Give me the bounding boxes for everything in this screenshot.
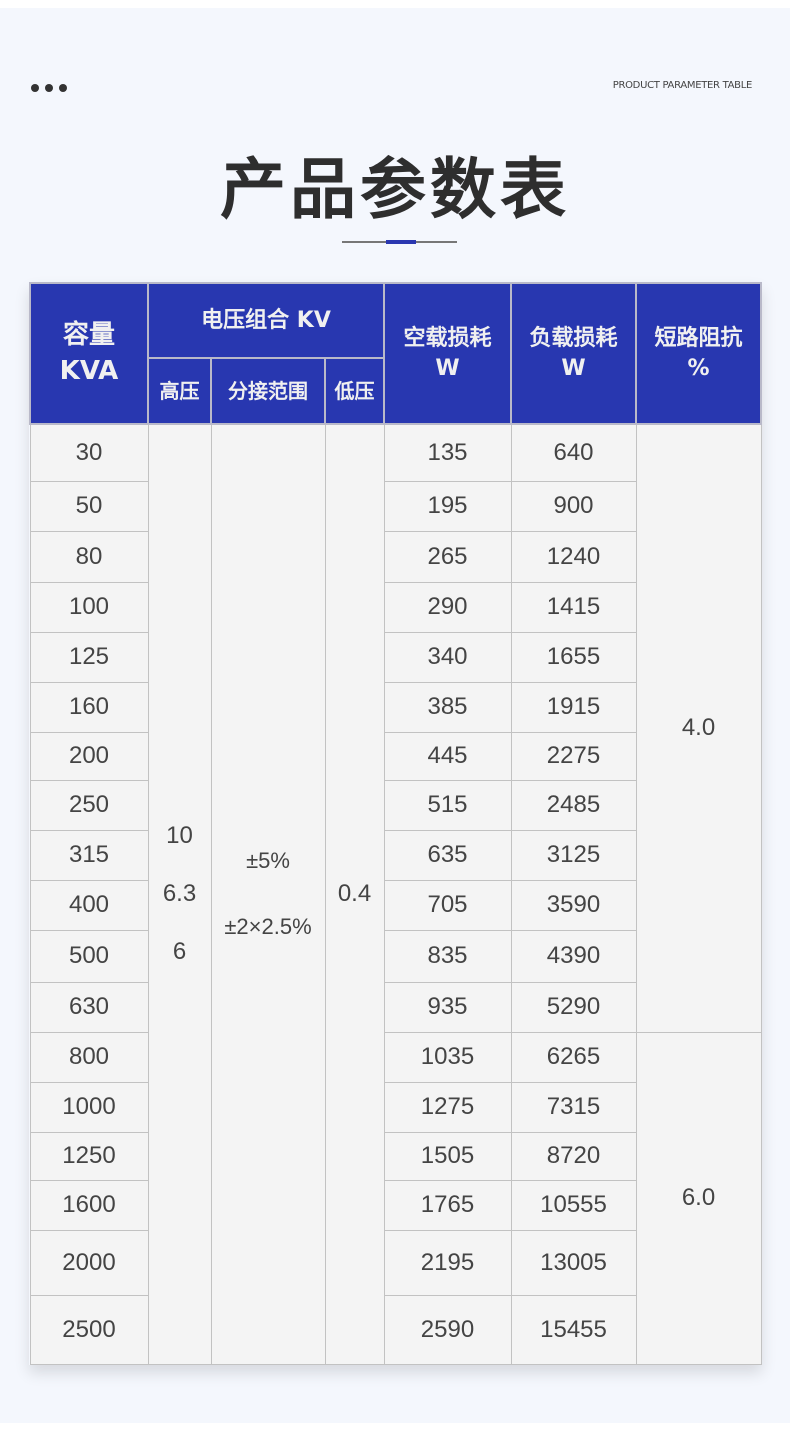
no-load-loss-cell: 1275 [383,1081,512,1133]
no-load-loss-cell: 135 [383,423,512,482]
load-loss-cell: 7315 [510,1081,637,1133]
table-row: 2000 2195 13005 [29,1229,761,1296]
header-high-voltage: 高压 [147,357,212,425]
load-loss-cell: 900 [510,480,637,532]
table-row: 125 340 1655 [29,631,761,683]
capacity-cell: 1250 [29,1131,149,1181]
table-row: 315 635 3125 [29,829,761,881]
no-load-loss-cell: 1035 [383,1031,512,1083]
capacity-cell: 125 [29,631,149,683]
table-row: 30 10 6.3 6 ±5% ±2×2.5% 0.4 135 640 4.0 [29,423,762,1365]
capacity-cell: 30 [29,423,149,482]
impedance-cell: 4.0 [635,423,762,1033]
header-no-load-loss: 空载损耗 W [383,282,512,425]
no-load-loss-cell: 290 [383,581,512,633]
table-row: 500 835 4390 [29,929,761,983]
load-loss-cell: 640 [510,423,637,482]
no-load-loss-cell: 2195 [383,1229,512,1296]
table-row: 250 515 2485 [29,779,761,831]
table-row: 800 1035 6265 6.0 [29,1031,762,1365]
high-voltage-value: 6.3 [162,880,197,908]
no-load-loss-cell: 635 [383,829,512,881]
high-voltage-value: 10 [166,822,193,850]
load-loss-cell: 10555 [510,1179,637,1231]
capacity-cell: 630 [29,981,149,1033]
no-load-loss-cell: 1505 [383,1131,512,1181]
high-voltage-value: 6 [172,938,187,966]
header-impedance: 短路阻抗 % [635,282,762,425]
table-row: 100 290 1415 [29,581,761,633]
no-load-loss-cell: 385 [383,681,512,733]
capacity-cell: 1000 [29,1081,149,1133]
load-loss-cell: 15455 [510,1294,637,1365]
no-load-loss-cell: 515 [383,779,512,831]
load-loss-cell: 3125 [510,829,637,881]
no-load-loss-cell: 2590 [383,1294,512,1365]
load-loss-cell: 8720 [510,1131,637,1181]
capacity-cell: 80 [29,530,149,583]
tap-range-value: ±5% [246,848,290,874]
load-loss-cell: 1240 [510,530,637,583]
page-subtitle: PRODUCT PARAMETER TABLE [612,80,753,91]
header-low-voltage: 低压 [324,357,385,425]
capacity-cell: 500 [29,929,149,983]
no-load-loss-cell: 340 [383,631,512,683]
header-voltage-group: 电压组合 KV [147,282,385,359]
table-row: 1250 1505 8720 [29,1131,761,1181]
table-row: 630 935 5290 [29,981,761,1033]
table-row: 1600 1765 10555 [29,1179,761,1231]
no-load-loss-cell: 935 [383,981,512,1033]
capacity-cell: 1600 [29,1179,149,1231]
load-loss-cell: 1915 [510,681,637,733]
capacity-cell: 400 [29,879,149,931]
low-voltage-cell: 0.4 [324,423,385,1365]
capacity-cell: 200 [29,731,149,781]
parameter-table: 容量 KVA 电压组合 KV 空载损耗 W 负载损耗 W 短路阻抗 % 高压 分… [29,282,762,1365]
table-row: 50 195 900 [29,480,761,532]
no-load-loss-cell: 835 [383,929,512,983]
capacity-cell: 50 [29,480,149,532]
header-load-loss: 负载损耗 W [510,282,637,425]
high-voltage-cell: 10 6.3 6 [147,423,212,1365]
load-loss-cell: 2485 [510,779,637,831]
capacity-cell: 100 [29,581,149,633]
capacity-cell: 250 [29,779,149,831]
capacity-cell: 2000 [29,1229,149,1296]
capacity-cell: 2500 [29,1294,149,1365]
no-load-loss-cell: 445 [383,731,512,781]
load-loss-cell: 5290 [510,981,637,1033]
no-load-loss-cell: 265 [383,530,512,583]
tap-range-value: ±2×2.5% [224,914,312,940]
header-tap-range: 分接范围 [210,357,326,425]
title-divider [342,240,457,244]
load-loss-cell: 6265 [510,1031,637,1083]
load-loss-cell: 2275 [510,731,637,781]
load-loss-cell: 1415 [510,581,637,633]
more-dots-icon [31,84,67,92]
capacity-cell: 315 [29,829,149,881]
load-loss-cell: 1655 [510,631,637,683]
table-row: 400 705 3590 [29,879,761,931]
tap-range-cell: ±5% ±2×2.5% [210,423,326,1365]
table-row: 80 265 1240 [29,530,761,583]
no-load-loss-cell: 195 [383,480,512,532]
load-loss-cell: 4390 [510,929,637,983]
table-row: 2500 2590 15455 [29,1294,761,1365]
header-capacity: 容量 KVA [29,282,149,425]
no-load-loss-cell: 1765 [383,1179,512,1231]
no-load-loss-cell: 705 [383,879,512,931]
capacity-cell: 160 [29,681,149,733]
load-loss-cell: 13005 [510,1229,637,1296]
capacity-cell: 800 [29,1031,149,1083]
load-loss-cell: 3590 [510,879,637,931]
impedance-cell: 6.0 [635,1031,762,1365]
table-row: 160 385 1915 [29,681,761,733]
page-title: 产品参数表 [220,151,570,228]
table-row: 200 445 2275 [29,731,761,781]
